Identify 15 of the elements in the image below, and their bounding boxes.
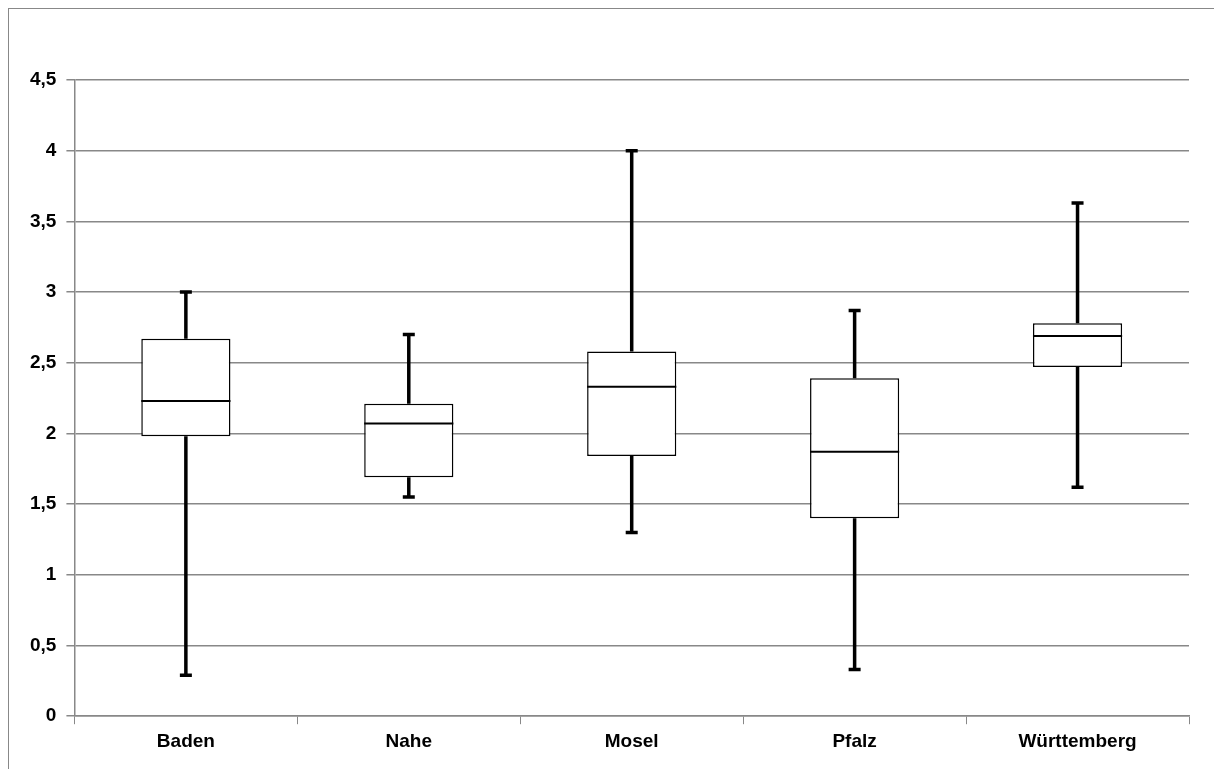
y-tick-label: 4,5	[29, 68, 57, 90]
y-tick-label: 0,5	[29, 633, 57, 655]
y-tick-label: 1	[45, 563, 57, 585]
x-tick-label: Mosel	[604, 729, 659, 751]
x-tick-label: Baden	[156, 729, 215, 751]
y-tick-label: 2,5	[29, 350, 57, 372]
y-tick-label: 1,5	[29, 492, 57, 514]
x-tick-label: Pfalz	[832, 729, 877, 751]
y-tick-label: 3	[45, 280, 57, 302]
y-tick-label: 2	[45, 421, 57, 443]
x-tick-label: Nahe	[385, 729, 433, 751]
y-tick-label: 0	[45, 704, 57, 726]
y-tick-label: 4	[45, 138, 57, 160]
x-tick-label: Württemberg	[1018, 729, 1137, 751]
y-tick-label: 3,5	[29, 209, 57, 231]
